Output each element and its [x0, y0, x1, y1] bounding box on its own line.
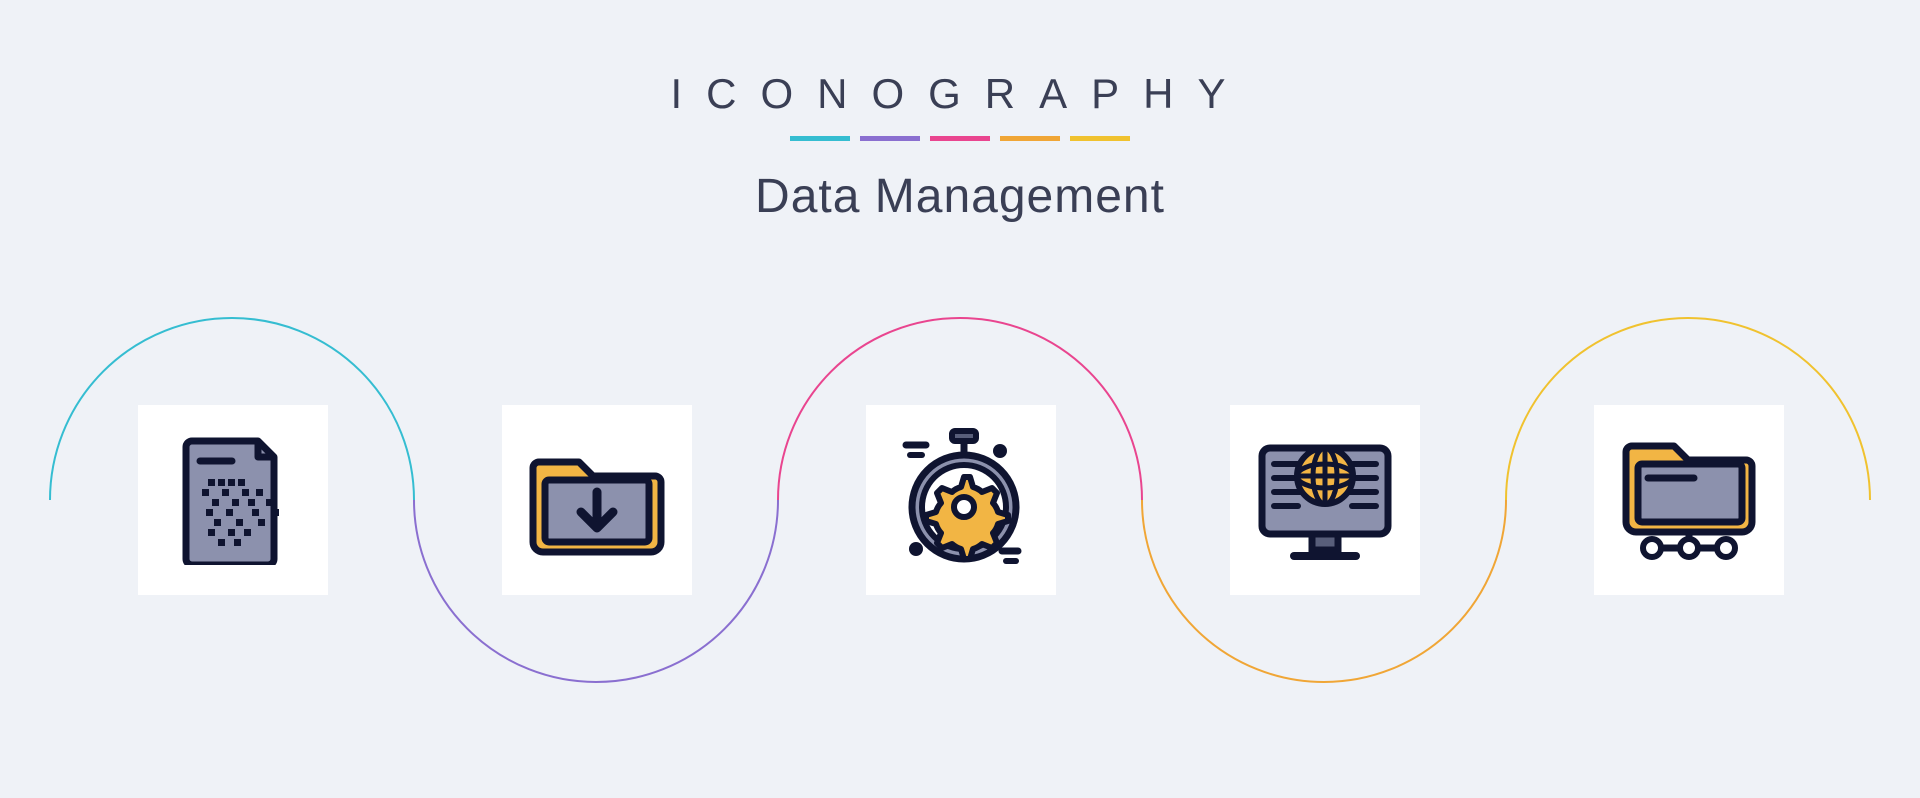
brand-title: ICONOGRAPHY — [0, 70, 1920, 118]
time-settings-icon — [886, 425, 1036, 575]
web-monitor-icon — [1250, 430, 1400, 570]
underline-seg-4 — [1000, 136, 1060, 141]
tile-corrupted-file — [138, 405, 328, 595]
download-folder-icon — [527, 440, 667, 560]
underline-seg-1 — [790, 136, 850, 141]
tile-web-monitor — [1230, 405, 1420, 595]
header: ICONOGRAPHY Data Management — [0, 70, 1920, 224]
underline-seg-5 — [1070, 136, 1130, 141]
underline-seg-3 — [930, 136, 990, 141]
tile-time-settings — [866, 405, 1056, 595]
stage — [0, 250, 1920, 750]
tile-network-folder — [1594, 405, 1784, 595]
tile-download-folder — [502, 405, 692, 595]
underline-seg-2 — [860, 136, 920, 141]
brand-underline — [0, 136, 1920, 141]
set-title: Data Management — [0, 169, 1920, 224]
corrupted-file-icon — [178, 435, 288, 565]
network-folder-icon — [1614, 430, 1764, 570]
